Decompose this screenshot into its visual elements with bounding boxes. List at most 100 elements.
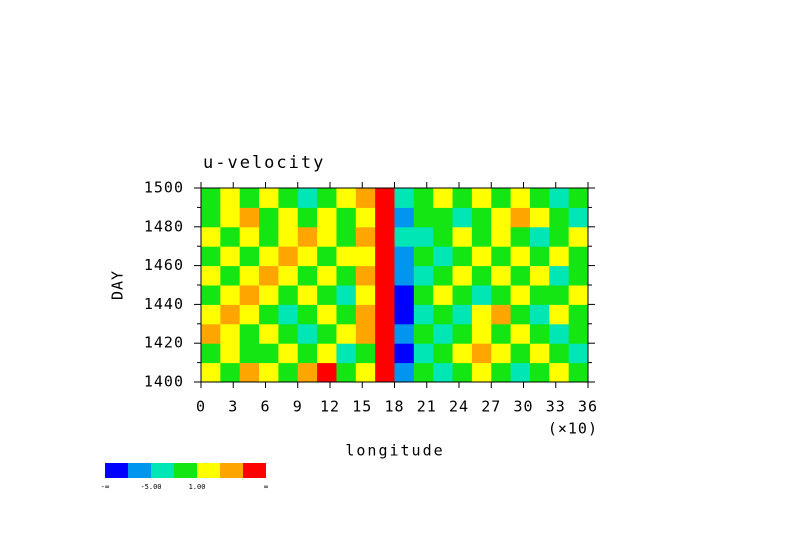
- cell: [220, 343, 241, 364]
- cell: [452, 246, 473, 267]
- y-tick-label: 1440: [144, 295, 184, 313]
- cell: [355, 343, 376, 364]
- cell: [201, 362, 221, 383]
- cell: [413, 226, 434, 247]
- cell: [510, 207, 531, 228]
- cell: [529, 207, 550, 228]
- cell: [568, 246, 589, 267]
- cell: [336, 362, 357, 383]
- cell: [452, 207, 473, 228]
- cell: [317, 226, 337, 247]
- cell: [239, 188, 260, 208]
- cell: [433, 304, 454, 325]
- cell: [201, 323, 221, 344]
- cell: [413, 323, 434, 344]
- x-tick-label: 30: [513, 398, 533, 416]
- cell: [259, 343, 279, 364]
- cell: [355, 246, 376, 267]
- cell: [336, 226, 357, 247]
- cell: [375, 226, 395, 247]
- cell: [529, 343, 550, 364]
- cell: [317, 207, 337, 228]
- cell: [239, 343, 260, 364]
- cell: [317, 285, 337, 305]
- cell: [259, 362, 279, 383]
- cell: [471, 304, 492, 325]
- cell: [529, 323, 550, 344]
- cell: [433, 362, 454, 383]
- cell: [549, 188, 570, 208]
- cell: [259, 285, 279, 305]
- y-tick-label: 1480: [144, 217, 184, 235]
- cell: [201, 343, 221, 364]
- cell: [491, 246, 512, 267]
- cell: [549, 226, 570, 247]
- cell: [336, 304, 357, 325]
- cell: [510, 323, 531, 344]
- cell: [549, 207, 570, 228]
- cell: [220, 188, 241, 208]
- cell: [355, 323, 376, 344]
- cell: [413, 265, 434, 286]
- cell: [491, 362, 512, 383]
- cell: [549, 265, 570, 286]
- cell: [510, 188, 531, 208]
- x-tick-label: 21: [417, 398, 437, 416]
- cell: [259, 226, 279, 247]
- y-tick-label: 1460: [144, 256, 184, 274]
- cell: [375, 304, 395, 325]
- cell: [317, 343, 337, 364]
- x-multiplier: (×10): [548, 420, 598, 438]
- cell: [220, 207, 241, 228]
- cell: [239, 246, 260, 267]
- cell: [394, 207, 415, 228]
- cell: [259, 246, 279, 267]
- x-tick-label: 27: [481, 398, 501, 416]
- cell: [471, 362, 492, 383]
- x-tick-label: 3: [228, 398, 238, 416]
- colorbar-label: -∞: [101, 483, 109, 491]
- cell: [549, 285, 570, 305]
- cell: [510, 362, 531, 383]
- cell: [201, 285, 221, 305]
- cell: [529, 362, 550, 383]
- cell: [355, 207, 376, 228]
- cell: [297, 362, 318, 383]
- cell: [452, 265, 473, 286]
- cell: [259, 323, 279, 344]
- cell: [394, 362, 415, 383]
- cell: [491, 323, 512, 344]
- cell: [529, 285, 550, 305]
- cell: [297, 304, 318, 325]
- cell: [529, 246, 550, 267]
- cell: [568, 265, 589, 286]
- colorbar-box: [128, 463, 151, 478]
- cell: [201, 226, 221, 247]
- cell: [471, 188, 492, 208]
- cell: [471, 343, 492, 364]
- cell: [201, 188, 221, 208]
- cell: [278, 362, 299, 383]
- cell: [317, 304, 337, 325]
- cell: [491, 226, 512, 247]
- cell: [239, 304, 260, 325]
- cell: [336, 207, 357, 228]
- cell: [510, 265, 531, 286]
- cell: [413, 343, 434, 364]
- cell: [336, 188, 357, 208]
- cell: [278, 285, 299, 305]
- cell: [491, 207, 512, 228]
- cell: [317, 323, 337, 344]
- cell: [259, 188, 279, 208]
- cell: [336, 343, 357, 364]
- cell: [297, 343, 318, 364]
- cell: [355, 362, 376, 383]
- cell: [413, 362, 434, 383]
- cell: [220, 285, 241, 305]
- cell: [278, 188, 299, 208]
- cell: [471, 265, 492, 286]
- cell: [510, 226, 531, 247]
- cell: [471, 226, 492, 247]
- cell: [375, 207, 395, 228]
- cell: [297, 265, 318, 286]
